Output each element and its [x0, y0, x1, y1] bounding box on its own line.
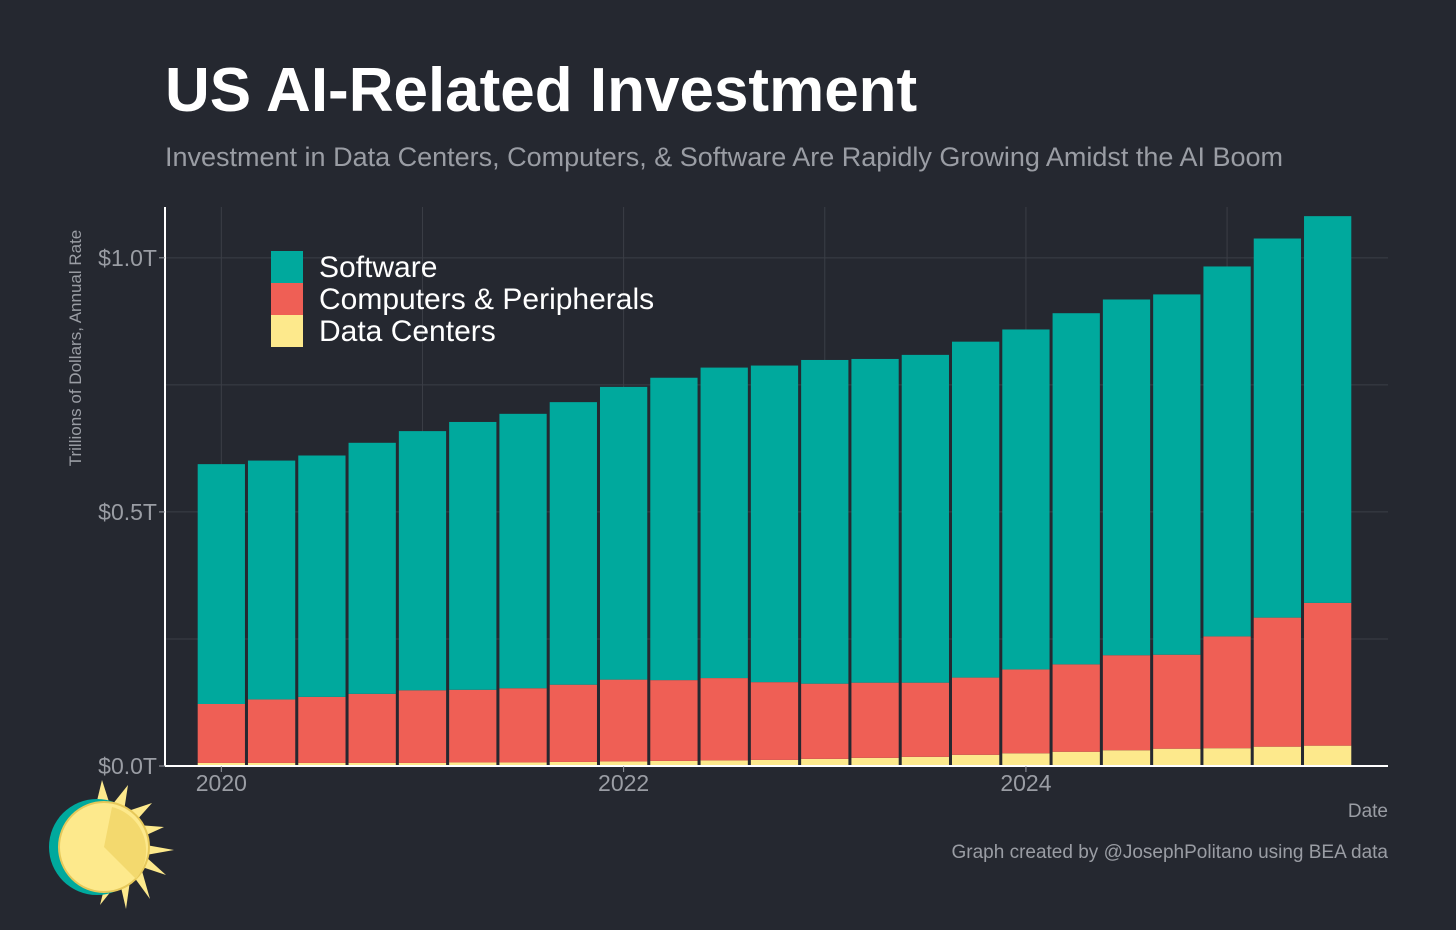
bar-segment-software: [1002, 329, 1050, 670]
bar-segment-computers-peripherals: [197, 704, 245, 763]
legend-label-software: Software: [319, 251, 437, 284]
bar-segment-data-centers: [499, 762, 547, 766]
bar-segment-computers-peripherals: [1002, 669, 1050, 754]
bar-segment-software: [449, 421, 497, 690]
bar-segment-data-centers: [599, 761, 648, 766]
bar-segment-data-centers: [1102, 750, 1151, 766]
bar-segment-computers-peripherals: [348, 693, 396, 763]
bar-segment-data-centers: [700, 760, 748, 766]
bar-segment-computers-peripherals: [1153, 654, 1201, 749]
bar-segment-computers-peripherals: [1102, 655, 1151, 751]
bar-segment-software: [851, 358, 899, 683]
bar-segment-software: [1304, 216, 1352, 603]
legend-swatch-data-centers: [271, 315, 303, 347]
bar-segment-software: [1102, 299, 1151, 656]
bar-segment-data-centers: [901, 756, 949, 766]
bar-segment-data-centers: [851, 757, 899, 766]
bar-segment-computers-peripherals: [599, 679, 648, 762]
x-tick-label: 2022: [598, 770, 649, 796]
bar-segment-software: [1153, 294, 1201, 655]
bar-segment-software: [801, 359, 849, 684]
y-tick-label: $0.5T: [98, 499, 157, 525]
y-axis-label: Trillions of Dollars, Annual Rate: [66, 230, 85, 467]
chart-subtitle: Investment in Data Centers, Computers, &…: [165, 142, 1283, 172]
x-tick-label: 2024: [1000, 770, 1051, 796]
bar-segment-computers-peripherals: [650, 680, 698, 761]
bar-segment-data-centers: [1052, 751, 1100, 766]
bar-segment-data-centers: [197, 762, 245, 766]
bar-segment-software: [298, 455, 346, 697]
bar-segment-computers-peripherals: [952, 677, 1000, 755]
bar-segment-computers-peripherals: [449, 689, 497, 763]
bar-segment-data-centers: [449, 762, 497, 766]
legend-swatch-software: [271, 251, 303, 283]
bar-segment-software: [599, 386, 648, 680]
bar-segment-computers-peripherals: [750, 682, 799, 760]
bar-segment-computers-peripherals: [1304, 602, 1352, 746]
bar-segment-computers-peripherals: [549, 684, 597, 762]
bar-segment-software: [1203, 266, 1251, 637]
bar-segment-software: [348, 442, 396, 694]
bar-segment-software: [247, 460, 296, 700]
bar-segment-software: [398, 431, 447, 691]
axes: $0.0T $0.5T $1.0T 2020 2022 2024: [98, 207, 1388, 796]
bar-segment-data-centers: [1203, 748, 1251, 766]
legend-label-data-centers: Data Centers: [319, 315, 496, 348]
bar-segment-software: [952, 341, 1000, 678]
bar-segment-data-centers: [298, 762, 346, 766]
bar-segment-computers-peripherals: [398, 690, 447, 763]
bar-segment-software: [197, 464, 245, 704]
bar-segment-data-centers: [1253, 746, 1301, 766]
bar-segment-software: [650, 377, 698, 681]
bar-segment-computers-peripherals: [1052, 664, 1100, 752]
bar-segment-software: [1253, 238, 1301, 618]
bar-segment-data-centers: [750, 759, 799, 766]
bar-segment-software: [1052, 313, 1100, 665]
bar-segment-data-centers: [1304, 745, 1352, 766]
bar-segment-software: [901, 354, 949, 683]
bar-segment-data-centers: [1153, 748, 1201, 766]
bar-segment-computers-peripherals: [298, 696, 346, 763]
bar-segment-software: [549, 402, 597, 685]
bar-segment-software: [499, 413, 547, 689]
bars: [197, 216, 1352, 766]
bar-segment-data-centers: [247, 762, 296, 766]
bar-segment-data-centers: [549, 761, 597, 766]
bar-segment-computers-peripherals: [1253, 617, 1301, 747]
source-caption: Graph created by @JosephPolitano using B…: [951, 842, 1388, 863]
bar-segment-data-centers: [801, 758, 849, 766]
y-tick-label: $1.0T: [98, 245, 157, 271]
chart-title: US AI-Related Investment: [165, 56, 918, 125]
bar-segment-software: [750, 365, 799, 683]
bar-segment-data-centers: [398, 762, 447, 766]
bar-segment-data-centers: [952, 754, 1000, 766]
x-tick-label: 2020: [196, 770, 247, 796]
bar-segment-data-centers: [650, 760, 698, 766]
bar-segment-data-centers: [348, 762, 396, 766]
bar-segment-computers-peripherals: [851, 682, 899, 758]
bar-segment-computers-peripherals: [901, 682, 949, 757]
bar-segment-computers-peripherals: [499, 688, 547, 763]
bar-segment-software: [700, 367, 748, 679]
y-tick-label: $0.0T: [98, 753, 157, 779]
bar-segment-computers-peripherals: [700, 678, 748, 761]
legend-label-computers-peripherals: Computers & Peripherals: [319, 283, 654, 316]
bar-segment-computers-peripherals: [1203, 636, 1251, 749]
x-axis-label: Date: [1348, 801, 1388, 822]
sun-logo-icon: [49, 780, 174, 909]
legend-swatch-computers-peripherals: [271, 283, 303, 315]
bar-segment-computers-peripherals: [801, 683, 849, 759]
bar-segment-computers-peripherals: [247, 699, 296, 763]
bar-segment-data-centers: [1002, 753, 1050, 766]
